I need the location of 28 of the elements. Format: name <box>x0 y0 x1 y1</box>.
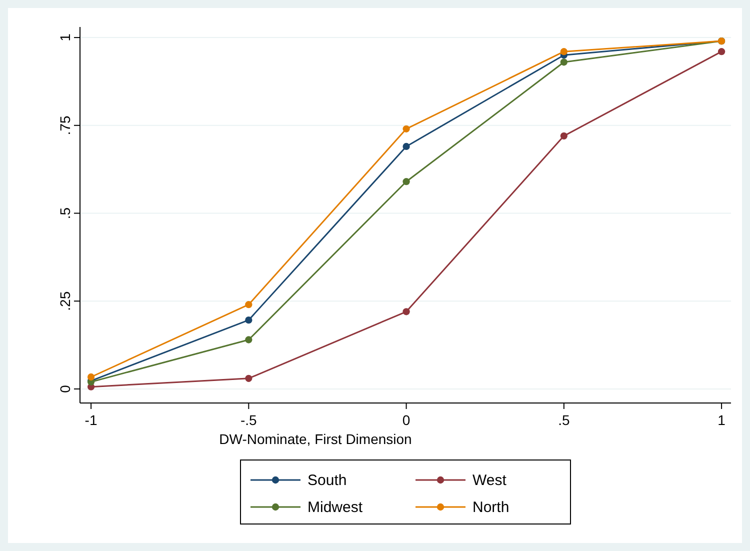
legend-label: Midwest <box>308 499 364 516</box>
legend-label: West <box>472 472 508 489</box>
point <box>245 316 252 324</box>
x-tick-label: 1 <box>718 412 726 428</box>
y-tick-label: .5 <box>57 207 73 220</box>
y-tick-label: .75 <box>57 115 73 136</box>
x-tick-label: 0 <box>402 412 410 428</box>
y-tick-label: 0 <box>57 384 73 393</box>
y-tick-label: 1 <box>57 33 73 42</box>
point <box>245 301 252 308</box>
point <box>718 48 726 56</box>
point <box>560 48 568 56</box>
point <box>245 374 252 382</box>
point <box>560 58 568 66</box>
x-tick-label: -1 <box>84 412 98 428</box>
point <box>402 308 410 316</box>
point <box>402 178 410 186</box>
point <box>87 373 95 381</box>
x-tick-label: .5 <box>558 412 570 428</box>
point <box>245 336 252 344</box>
x-tick-label: -.5 <box>240 412 258 428</box>
y-tick-label: .25 <box>57 291 73 311</box>
point <box>402 142 410 150</box>
legend-label: South <box>308 472 347 489</box>
x-axis-title: DW-Nominate, First Dimension <box>219 431 412 447</box>
point <box>402 125 410 132</box>
legend-label: North <box>472 499 510 516</box>
point <box>560 132 568 140</box>
